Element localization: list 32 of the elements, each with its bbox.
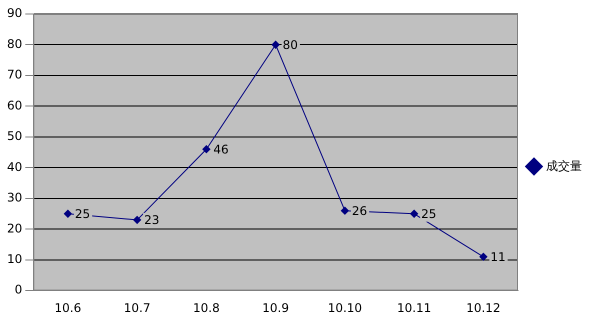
x-tick-label: 10.11 — [396, 300, 432, 315]
x-tick-label: 10.6 — [54, 300, 82, 315]
point — [479, 252, 488, 261]
data-label: 26 — [352, 204, 368, 218]
data-label: 25 — [421, 206, 436, 221]
x-tick-label: 10.7 — [124, 300, 150, 315]
point — [64, 210, 72, 218]
y-tick-label: 20 — [6, 221, 22, 236]
x-tick-label: 10.9 — [262, 300, 289, 315]
data-label: 25 — [74, 206, 90, 221]
y-tick-label: 40 — [6, 160, 22, 174]
point — [340, 206, 349, 215]
data-label: 46 — [213, 142, 229, 156]
point — [410, 210, 418, 218]
y-tick-label: 90 — [6, 6, 22, 20]
point — [272, 40, 280, 49]
y-tick-label: 10 — [6, 252, 22, 266]
y-tick-label: 60 — [6, 98, 22, 112]
data-label: 11 — [490, 250, 506, 264]
y-tick-label: 80 — [6, 36, 22, 51]
y-tick-label: 70 — [6, 68, 22, 82]
x-tick-label: 10.8 — [193, 300, 220, 315]
y-tick-label: 0 — [14, 282, 22, 297]
data-label: 80 — [282, 38, 298, 52]
point — [133, 216, 142, 224]
x-tick-label: 10.10 — [328, 300, 362, 315]
point — [202, 145, 210, 154]
y-tick-label: 30 — [6, 190, 22, 205]
y-tick-label: 50 — [6, 129, 22, 144]
data-label: 23 — [144, 213, 160, 228]
x-tick-label: 10.12 — [466, 300, 501, 315]
legend-label: 成交量 — [546, 158, 582, 173]
